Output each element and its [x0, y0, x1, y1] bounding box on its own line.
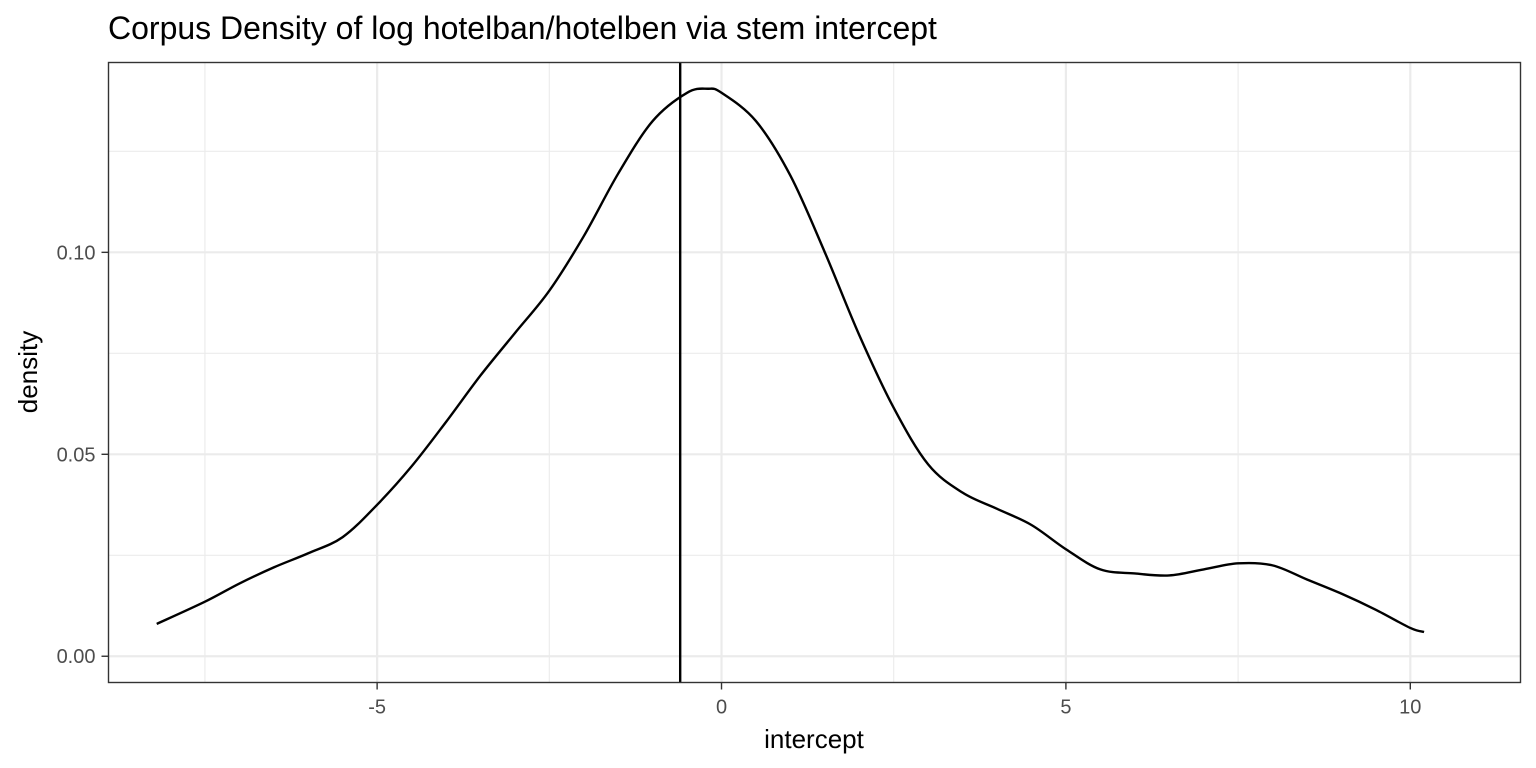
x-tick-label: 10 [1399, 697, 1421, 719]
y-tick-label: 0.05 [57, 444, 96, 466]
tick-layer: -5 0 5 10 0.00 0.05 0.10 [57, 242, 1422, 718]
y-axis-title: density [13, 331, 43, 413]
x-axis-title: intercept [764, 724, 864, 754]
plot-panel-border [107, 61, 1522, 684]
data-layer [156, 62, 1425, 683]
density-curve [156, 87, 1425, 634]
y-tick-label: 0.00 [57, 646, 96, 668]
x-tick-label: -5 [368, 697, 386, 719]
x-tick-label: 5 [1060, 697, 1071, 719]
y-tick-label: 0.10 [57, 242, 96, 264]
grid-layer [108, 62, 1521, 683]
x-tick-label: 0 [716, 697, 727, 719]
chart-title: Corpus Density of log hotelban/hotelben … [108, 10, 937, 46]
